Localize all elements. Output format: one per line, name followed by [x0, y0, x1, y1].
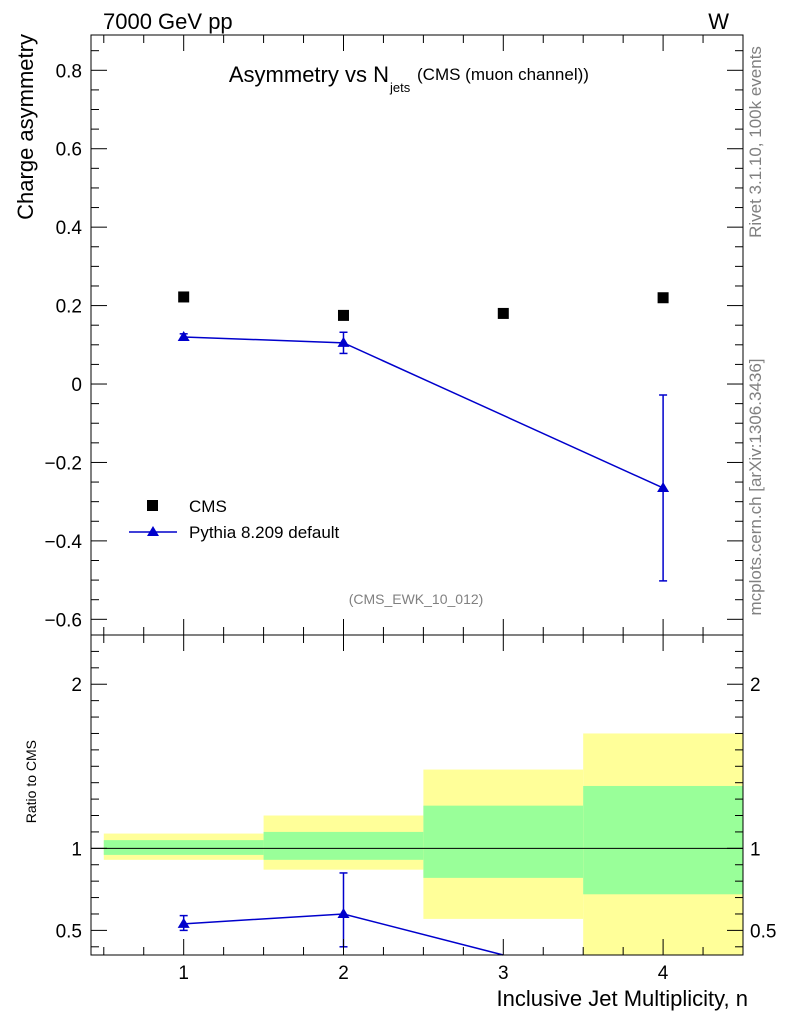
main-frame: [90, 34, 744, 636]
y-tick-label: 0.8: [56, 61, 82, 82]
mc-series-line: [183, 336, 664, 489]
ratio-y-tick-label-left: 0.5: [56, 921, 82, 942]
y-tick-label: −0.6: [44, 610, 82, 631]
rivet-label: Rivet 3.1.10, 100k events: [746, 46, 765, 238]
ratio-band-inner: [103, 840, 264, 855]
x-tick-label: 4: [658, 963, 669, 984]
y-tick-label: −0.4: [44, 532, 82, 553]
y-tick-label: 0: [71, 375, 82, 396]
cms-data-point: [657, 292, 669, 304]
y-tick-label: 0.4: [56, 218, 83, 239]
title-subscript: jets: [389, 80, 411, 95]
mc-data-point: [657, 481, 670, 492]
ratio-band-inner: [583, 785, 743, 895]
ratio-band-inner: [423, 805, 584, 878]
ratio-y-tick-label-right: 0.5: [750, 921, 776, 942]
cms-data-point: [337, 309, 349, 321]
mc-data-point: [337, 336, 350, 347]
cms-data-point: [178, 291, 190, 303]
y-axis-label: Charge asymmetry: [13, 34, 38, 220]
ratio-mc-point: [337, 907, 350, 918]
mc-data-point: [177, 330, 190, 341]
legend-cms-marker: [147, 500, 158, 511]
mcplots-label: mcplots.cern.ch [arXiv:1306.3436]: [746, 358, 765, 615]
legend-mc-label: Pythia 8.209 default: [189, 523, 340, 542]
x-axis-label: Inclusive Jet Multiplicity, n: [497, 986, 748, 1011]
ratio-mc-point: [177, 917, 190, 928]
title-main: Asymmetry vs N: [229, 62, 389, 87]
x-tick-label: 1: [178, 963, 189, 984]
ratio-y-tick-label-left: 1: [71, 839, 82, 860]
title-note: (CMS (muon channel)): [417, 65, 589, 84]
ratio-y-tick-label-right: 1: [750, 839, 761, 860]
ratio-panel: 0.5 0.5 1 1 2 2 1 2 3 4 Ratio to CMS Inclusive J…: [23, 635, 776, 1011]
ratio-y-axis-label: Ratio to CMS: [23, 740, 39, 823]
process-label: W: [708, 9, 729, 34]
ratio-y-tick-label-left: 2: [71, 675, 82, 696]
x-tick-label: 2: [338, 963, 349, 984]
legend: CMS Pythia 8.209 default: [129, 497, 340, 542]
main-panel: Asymmetry vs N jets (CMS (muon channel))…: [13, 34, 744, 635]
y-tick-label: 0.2: [56, 297, 82, 318]
cms-data-point: [497, 307, 509, 319]
analysis-label: (CMS_EWK_10_012): [349, 591, 484, 607]
legend-mc-marker: [147, 526, 159, 536]
energy-label: 7000 GeV pp: [103, 9, 233, 34]
y-tick-label: 0.6: [56, 140, 82, 161]
legend-cms-label: CMS: [189, 497, 227, 516]
ratio-band-inner: [263, 831, 424, 860]
ratio-y-tick-label-right: 2: [750, 675, 761, 696]
x-tick-label: 3: [498, 963, 509, 984]
ratio-frame: [90, 634, 744, 956]
y-tick-label: −0.2: [44, 453, 82, 474]
